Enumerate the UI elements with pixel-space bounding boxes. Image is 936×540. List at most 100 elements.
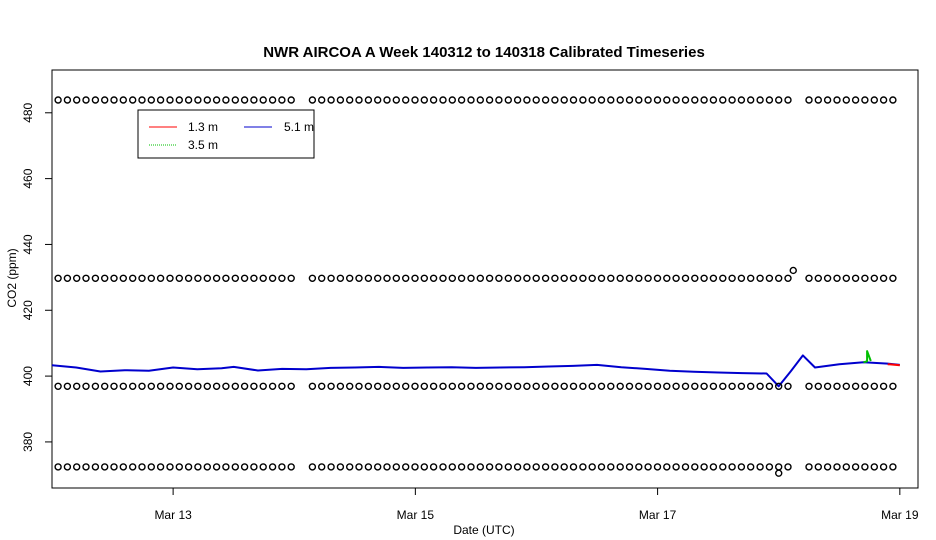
calibration-point (212, 382, 221, 390)
calibration-point (119, 382, 128, 390)
x-tick-label: Mar 13 (154, 508, 192, 522)
calibration-point (308, 96, 317, 104)
calibration-point (392, 382, 400, 390)
calibration-point (100, 96, 109, 104)
calibration-point (308, 274, 317, 282)
calibration-point (54, 96, 62, 104)
calibration-point (814, 382, 822, 390)
calibration-point (495, 274, 503, 282)
calibration-point (194, 96, 202, 104)
calibration-point (597, 96, 606, 104)
calibration-point (346, 382, 354, 390)
calibration-point (495, 463, 503, 471)
calibration-point (355, 382, 363, 390)
calibration-point (268, 382, 277, 390)
calibration-point (259, 382, 267, 390)
calibration-point (268, 463, 277, 471)
calibration-point (663, 96, 671, 104)
calibration-point (495, 96, 503, 104)
calibration-point (175, 382, 184, 390)
calibration-point (184, 96, 193, 104)
calibration-point (747, 96, 755, 104)
calibration-point (411, 274, 419, 282)
calibration-point (147, 382, 156, 390)
calibration-point (222, 274, 230, 282)
calibration-point (278, 463, 286, 471)
calibration-point (374, 382, 382, 390)
calibration-point (318, 274, 326, 282)
calibration-point (653, 274, 662, 282)
calibration-point (861, 96, 869, 104)
calibration-point (392, 96, 400, 104)
calibration-point (861, 463, 869, 471)
calibration-point (775, 382, 783, 390)
calibration-point (166, 96, 174, 104)
calibration-point (457, 463, 466, 471)
calibration-point (851, 96, 860, 104)
calibration-point (194, 382, 202, 390)
calibration-point (411, 96, 419, 104)
calibration-point (287, 274, 295, 282)
calibration-point (346, 463, 354, 471)
calibration-point (231, 96, 240, 104)
calibration-point (625, 96, 634, 104)
calibration-point (851, 274, 860, 282)
calibration-point (63, 96, 72, 104)
calibration-point (513, 463, 522, 471)
calibration-point (485, 274, 494, 282)
calibration-point (814, 463, 822, 471)
calibration-point (448, 463, 456, 471)
calibration-point (588, 382, 596, 390)
calibration-point (82, 463, 90, 471)
calibration-point (805, 96, 813, 104)
calibration-point (709, 96, 718, 104)
calibration-point (439, 96, 447, 104)
calibration-point (147, 274, 156, 282)
calibration-point (278, 274, 286, 282)
calibration-point (644, 463, 652, 471)
calibration-point (278, 382, 286, 390)
calibration-point (644, 96, 652, 104)
calibration-point (439, 463, 447, 471)
calibration-point (504, 463, 512, 471)
calibration-point (175, 463, 184, 471)
calibration-point (240, 96, 249, 104)
calibration-point (541, 274, 550, 282)
calibration-point (467, 96, 475, 104)
calibration-point (336, 96, 345, 104)
y-tick-label: 480 (21, 102, 35, 122)
calibration-point (635, 96, 643, 104)
legend-label-1-3m: 1.3 m (188, 120, 218, 134)
calibration-point (212, 274, 221, 282)
calibration-point (231, 382, 240, 390)
calibration-point (429, 274, 438, 282)
calibration-point (747, 274, 755, 282)
series-line-5-1-m (51, 354, 900, 388)
calibration-point (184, 274, 193, 282)
calibration-point (588, 274, 596, 282)
calibration-point (579, 96, 587, 104)
calibration-point (156, 274, 165, 282)
calibration-point (607, 274, 615, 282)
legend-label-5-1m: 5.1 m (284, 120, 314, 134)
calibration-point (653, 463, 662, 471)
calibration-point (747, 463, 755, 471)
calibration-point (72, 463, 81, 471)
calibration-point (119, 274, 128, 282)
calibration-point (495, 382, 503, 390)
calibration-point (364, 274, 373, 282)
calibration-point (63, 463, 72, 471)
calibration-point (532, 96, 540, 104)
calibration-point (579, 274, 587, 282)
calibration-point (63, 382, 72, 390)
calibration-point (541, 382, 550, 390)
calibration-point (784, 274, 792, 282)
calibration-point (355, 463, 363, 471)
calibration-point (448, 96, 456, 104)
calibration-point (485, 96, 494, 104)
calibration-point (250, 274, 258, 282)
calibration-point (879, 463, 888, 471)
calibration-point (607, 463, 615, 471)
calibration-point (166, 382, 174, 390)
calibration-point (719, 96, 727, 104)
